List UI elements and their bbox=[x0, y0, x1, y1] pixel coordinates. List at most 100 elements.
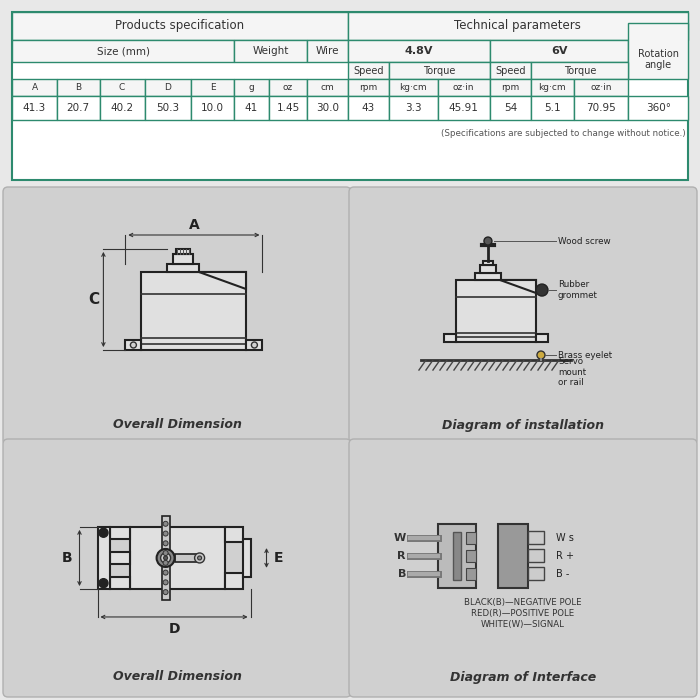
Text: 54: 54 bbox=[504, 103, 517, 113]
Text: Overall Dimension: Overall Dimension bbox=[113, 671, 242, 683]
Polygon shape bbox=[500, 280, 536, 293]
Bar bbox=[144, 96, 190, 120]
Text: (Specifications are subjected to change without notice.): (Specifications are subjected to change … bbox=[441, 129, 686, 138]
Bar bbox=[190, 79, 234, 96]
Text: oz·in: oz·in bbox=[590, 83, 612, 92]
Text: cm: cm bbox=[321, 83, 335, 92]
Text: 6V: 6V bbox=[551, 46, 568, 56]
Text: W: W bbox=[393, 533, 406, 542]
Text: oz: oz bbox=[283, 83, 293, 92]
Text: B: B bbox=[62, 551, 73, 565]
Bar bbox=[444, 334, 456, 342]
Text: BLACK(B)—NEGATIVE POLE: BLACK(B)—NEGATIVE POLE bbox=[464, 598, 582, 607]
Circle shape bbox=[130, 342, 136, 348]
Bar bbox=[12, 96, 57, 120]
Text: 3.3: 3.3 bbox=[405, 103, 421, 113]
FancyBboxPatch shape bbox=[3, 439, 351, 697]
Text: 360°: 360° bbox=[645, 103, 671, 113]
Bar bbox=[130, 527, 225, 589]
Bar bbox=[490, 79, 531, 96]
Bar bbox=[176, 249, 190, 254]
Text: Diagram of Interface: Diagram of Interface bbox=[450, 671, 596, 683]
Text: Torque: Torque bbox=[564, 66, 596, 76]
Bar bbox=[167, 264, 199, 272]
Text: Diagram of installation: Diagram of installation bbox=[442, 419, 604, 431]
Text: 5.1: 5.1 bbox=[544, 103, 561, 113]
Circle shape bbox=[163, 531, 168, 536]
Bar bbox=[234, 40, 307, 62]
Text: C: C bbox=[119, 83, 125, 92]
Ellipse shape bbox=[157, 549, 174, 567]
Bar bbox=[12, 79, 57, 96]
Circle shape bbox=[163, 560, 168, 566]
Bar bbox=[438, 79, 490, 96]
Bar bbox=[242, 540, 251, 577]
Bar bbox=[348, 40, 490, 62]
Text: D: D bbox=[168, 622, 180, 636]
Bar bbox=[574, 96, 629, 120]
Bar bbox=[174, 254, 193, 264]
Text: 43: 43 bbox=[362, 103, 375, 113]
Bar bbox=[536, 334, 548, 342]
Bar bbox=[531, 62, 629, 79]
FancyBboxPatch shape bbox=[349, 187, 697, 445]
Text: oz·in: oz·in bbox=[453, 83, 475, 92]
Text: RED(R)—POSITIVE POLE: RED(R)—POSITIVE POLE bbox=[471, 609, 575, 618]
Bar bbox=[269, 96, 307, 120]
Text: Brass eyelet: Brass eyelet bbox=[558, 351, 612, 360]
Bar bbox=[307, 40, 348, 62]
Bar bbox=[225, 527, 242, 542]
Bar bbox=[246, 340, 262, 350]
Bar bbox=[453, 531, 461, 580]
Text: Overall Dimension: Overall Dimension bbox=[113, 419, 242, 431]
Text: 41: 41 bbox=[245, 103, 258, 113]
Text: WHITE(W)—SIGNAL: WHITE(W)—SIGNAL bbox=[481, 620, 565, 629]
Bar bbox=[348, 79, 389, 96]
Bar bbox=[234, 96, 269, 120]
Bar bbox=[438, 524, 476, 587]
Bar bbox=[109, 552, 130, 564]
Text: B -: B - bbox=[556, 568, 569, 578]
Bar bbox=[57, 96, 99, 120]
Text: B: B bbox=[75, 83, 81, 92]
Text: C: C bbox=[88, 292, 99, 307]
Circle shape bbox=[536, 284, 548, 296]
Bar bbox=[109, 527, 130, 538]
Text: g: g bbox=[248, 83, 254, 92]
Text: 20.7: 20.7 bbox=[66, 103, 90, 113]
Text: 4.8V: 4.8V bbox=[405, 46, 433, 56]
Bar bbox=[438, 96, 490, 120]
Text: rpm: rpm bbox=[359, 83, 377, 92]
Circle shape bbox=[195, 553, 204, 563]
Text: D: D bbox=[164, 83, 171, 92]
Bar bbox=[174, 554, 200, 562]
Bar bbox=[190, 96, 234, 120]
Text: Technical parameters: Technical parameters bbox=[454, 20, 581, 32]
Circle shape bbox=[163, 551, 168, 556]
Bar bbox=[466, 568, 476, 580]
Bar bbox=[307, 79, 348, 96]
Bar bbox=[531, 79, 574, 96]
Text: 10.0: 10.0 bbox=[201, 103, 224, 113]
Bar bbox=[109, 578, 130, 589]
Text: Size (mm): Size (mm) bbox=[97, 46, 150, 56]
Bar bbox=[389, 96, 438, 120]
Bar bbox=[12, 12, 688, 180]
Ellipse shape bbox=[160, 553, 171, 563]
Circle shape bbox=[197, 556, 202, 560]
Text: 40.2: 40.2 bbox=[111, 103, 134, 113]
Text: E: E bbox=[274, 551, 284, 565]
Circle shape bbox=[163, 522, 168, 526]
Bar bbox=[141, 272, 246, 350]
Bar bbox=[528, 531, 544, 544]
Text: 70.95: 70.95 bbox=[586, 103, 616, 113]
Text: B: B bbox=[398, 568, 406, 578]
Bar bbox=[97, 527, 109, 589]
Bar bbox=[574, 79, 629, 96]
Text: Servo
mount
or rail: Servo mount or rail bbox=[558, 357, 586, 387]
Circle shape bbox=[251, 342, 258, 348]
Circle shape bbox=[99, 528, 108, 537]
Bar bbox=[475, 273, 501, 280]
Text: A: A bbox=[188, 218, 199, 232]
Text: Torque: Torque bbox=[424, 66, 456, 76]
